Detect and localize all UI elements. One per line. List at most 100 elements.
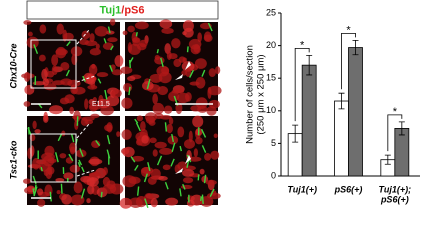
y-axis-label: (250 μm x 250 μm)	[256, 54, 267, 134]
cell	[204, 152, 212, 161]
cell	[213, 133, 218, 138]
header-box	[26, 0, 219, 20]
y-tick-label: 20	[266, 40, 276, 50]
fiber	[95, 140, 101, 147]
cell	[41, 68, 48, 81]
cell	[37, 188, 44, 196]
cell	[84, 119, 94, 125]
cell	[137, 43, 147, 51]
fiber	[103, 38, 107, 44]
cell	[199, 168, 205, 175]
cell	[149, 137, 157, 144]
cell	[55, 46, 67, 59]
fiber	[78, 159, 83, 166]
fiber	[130, 156, 136, 163]
y-tick-label: 5	[271, 138, 276, 148]
bar-chart: 0 5 10 15 20 25 Number of cells/section (250 μm…	[245, 7, 420, 204]
y-tick-label: 25	[266, 7, 276, 17]
cell	[114, 55, 124, 67]
cell	[127, 42, 133, 53]
cell	[63, 172, 74, 180]
row-label: Tsc1-cko	[8, 140, 18, 179]
cell	[42, 155, 55, 167]
significance-star: *	[393, 106, 398, 118]
fiber	[135, 122, 141, 132]
fiber	[97, 78, 102, 84]
fiber	[201, 145, 207, 153]
error-bar	[352, 39, 359, 56]
arrow	[175, 74, 183, 80]
fiber	[81, 166, 85, 173]
cell	[135, 138, 143, 146]
fiber	[201, 69, 206, 77]
fiber	[201, 194, 204, 204]
fiber	[104, 89, 108, 100]
cell	[210, 150, 220, 160]
fiber	[135, 31, 138, 37]
fiber	[209, 188, 215, 197]
bar	[334, 100, 349, 177]
cell	[111, 88, 122, 98]
cell	[91, 140, 101, 148]
fiber	[160, 57, 164, 67]
error-bar	[306, 54, 313, 76]
cell	[94, 26, 108, 37]
cell	[96, 72, 109, 78]
cell	[92, 171, 100, 177]
fiber	[147, 162, 151, 171]
fiber	[77, 162, 81, 168]
cell	[152, 149, 158, 157]
fiber	[182, 183, 186, 190]
cell	[116, 131, 121, 137]
cell	[24, 84, 35, 95]
figure: Tuj1/pS6 Chx10-Cre Tsc1-cko E11.5 0 5 10 15…	[8, 0, 420, 209]
significance-star: *	[346, 24, 351, 36]
cell	[127, 76, 136, 82]
fiber	[200, 128, 207, 138]
cell	[90, 113, 100, 119]
fiber	[32, 175, 37, 185]
cell	[147, 176, 157, 185]
cell	[136, 115, 144, 122]
fiber	[32, 188, 36, 197]
cell	[177, 126, 185, 138]
cell	[186, 199, 195, 207]
fiber	[60, 183, 63, 194]
x-tick-label: pS6(+)	[334, 184, 363, 194]
fiber	[110, 45, 114, 51]
cell	[70, 194, 85, 206]
header-red: /pS6	[121, 4, 144, 16]
cell	[88, 64, 98, 76]
fiber	[65, 69, 70, 77]
cell	[56, 23, 64, 35]
dash	[76, 123, 90, 139]
cell	[163, 105, 173, 114]
cell	[131, 155, 145, 162]
fiber	[129, 60, 131, 68]
cell	[52, 80, 65, 86]
cell	[39, 24, 47, 34]
fiber	[27, 127, 32, 136]
cell	[122, 30, 128, 36]
cell	[81, 30, 91, 40]
cell	[195, 76, 206, 89]
error-bar	[338, 92, 345, 110]
cell	[56, 189, 61, 195]
cell	[70, 46, 83, 57]
cell	[38, 54, 46, 62]
cell	[214, 66, 221, 75]
cell	[23, 20, 32, 25]
micrographs	[21, 18, 222, 209]
cell	[152, 93, 158, 105]
inset-box	[30, 39, 77, 89]
fiber	[82, 75, 86, 82]
y-axis-label: Number of cells/section	[245, 45, 256, 144]
cell	[208, 68, 216, 77]
cell	[159, 147, 173, 155]
cell	[206, 192, 221, 200]
cell	[59, 97, 70, 105]
row-label: Chx10-Cre	[8, 43, 18, 88]
cell	[72, 115, 82, 120]
cell	[162, 164, 171, 171]
fiber	[156, 155, 163, 166]
